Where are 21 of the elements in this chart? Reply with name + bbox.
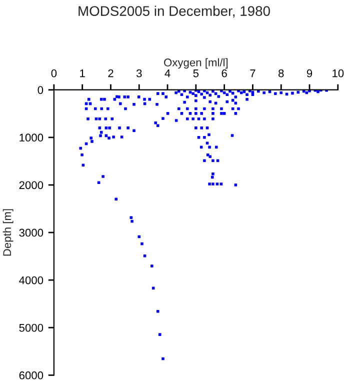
x-tick-label: 5 — [193, 69, 199, 78]
x-tick-label: 3 — [136, 69, 142, 78]
y-tick-label: 4000 — [19, 276, 44, 284]
y-tick-label: 1000 — [20, 134, 44, 142]
x-tick-label: 7 — [250, 69, 256, 78]
y-tick-label: 2000 — [19, 181, 44, 190]
y-tick-label: 0 — [38, 86, 44, 94]
x-tick-label: 4 — [164, 69, 170, 78]
y-tick-label: 5000 — [19, 324, 44, 332]
x-tick-label: 8 — [278, 69, 284, 78]
x-tick-label: 0 — [51, 69, 57, 78]
x-tick-label: 1 — [80, 69, 85, 78]
x-axis-title: Oxygen [ml/l] — [164, 58, 228, 69]
x-tick-label: 2 — [108, 69, 114, 78]
y-axis-title: Depth [m] — [2, 209, 14, 256]
chart-title: MODS2005 in December, 1980 — [78, 6, 270, 18]
x-tick-label: 10 — [332, 69, 344, 78]
x-tick-label: 6 — [222, 69, 227, 78]
y-tick-label: 6000 — [19, 371, 44, 380]
y-tick-label: 3000 — [19, 228, 44, 237]
x-tick-label: 9 — [306, 69, 312, 78]
